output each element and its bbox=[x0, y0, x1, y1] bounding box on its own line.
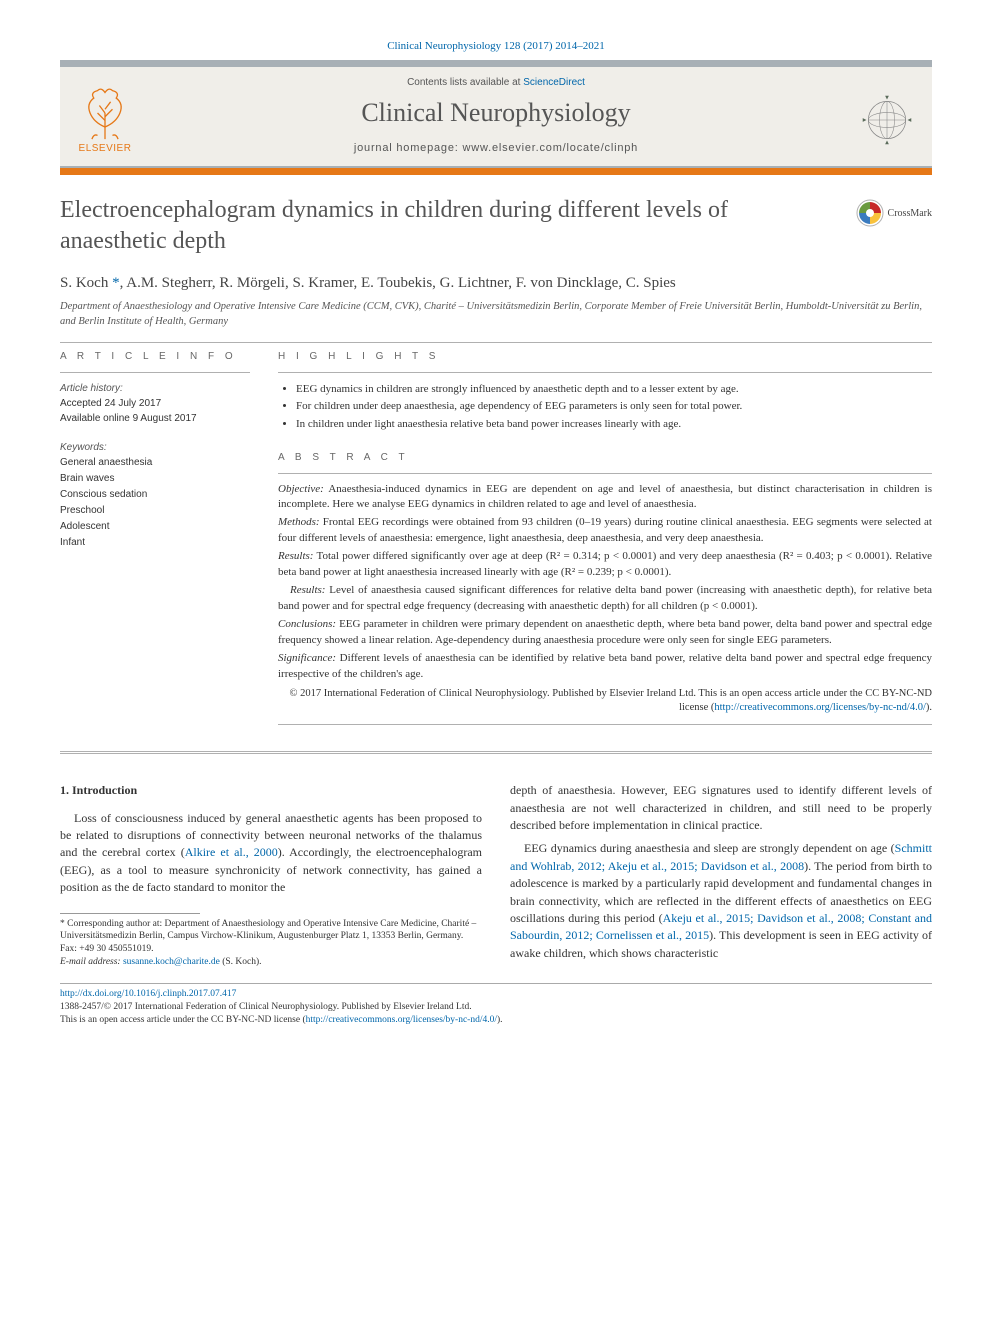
contents-available-line: Contents lists available at ScienceDirec… bbox=[160, 77, 832, 88]
masthead-center: Contents lists available at ScienceDirec… bbox=[150, 73, 842, 166]
author-list: S. Koch *, A.M. Stegherr, R. Mörgeli, S.… bbox=[60, 275, 932, 292]
abstract-rule bbox=[278, 473, 932, 474]
significance-text: Different levels of anaesthesia can be i… bbox=[278, 652, 932, 680]
copyright-close: ). bbox=[926, 702, 932, 713]
elsevier-tree-icon bbox=[77, 85, 133, 141]
article-history: Article history: Accepted 24 July 2017 A… bbox=[60, 381, 250, 426]
abstract-body: Objective: Anaesthesia-induced dynamics … bbox=[278, 482, 932, 717]
journal-masthead: ELSEVIER Contents lists available at Sci… bbox=[60, 67, 932, 168]
article-info-heading: A R T I C L E I N F O bbox=[60, 351, 250, 362]
online-date: Available online 9 August 2017 bbox=[60, 411, 250, 426]
citation-link[interactable]: Alkire et al., 2000 bbox=[185, 845, 278, 859]
methods-text: Frontal EEG recordings were obtained fro… bbox=[278, 516, 932, 544]
highlight-item: In children under light anaesthesia rela… bbox=[296, 416, 932, 434]
body-two-columns: 1. Introduction Loss of consciousness in… bbox=[60, 782, 932, 969]
intro-heading: 1. Introduction bbox=[60, 782, 482, 799]
left-column: 1. Introduction Loss of consciousness in… bbox=[60, 782, 482, 969]
keywords-block: Keywords: General anaesthesia Brain wave… bbox=[60, 440, 250, 551]
corr-email-link[interactable]: susanne.koch@charite.de bbox=[123, 957, 220, 967]
highlights-list: EEG dynamics in children are strongly in… bbox=[278, 381, 932, 434]
homepage-url[interactable]: www.elsevier.com/locate/clinph bbox=[462, 142, 638, 154]
journal-cover-thumbnail bbox=[842, 73, 932, 166]
ifcn-globe-icon bbox=[859, 92, 915, 148]
publisher-name: ELSEVIER bbox=[79, 143, 132, 154]
highlight-item: For children under deep anaesthesia, age… bbox=[296, 398, 932, 416]
homepage-prefix: journal homepage: bbox=[354, 142, 463, 154]
article-title: Electroencephalogram dynamics in childre… bbox=[60, 195, 840, 257]
authors-text: S. Koch *, A.M. Stegherr, R. Mörgeli, S.… bbox=[60, 275, 676, 291]
objective-text: Anaesthesia-induced dynamics in EEG are … bbox=[278, 483, 932, 511]
abstract-column: H I G H L I G H T S EEG dynamics in chil… bbox=[278, 351, 932, 733]
crossmark-widget[interactable]: CrossMark bbox=[856, 199, 932, 227]
page-footer: http://dx.doi.org/10.1016/j.clinph.2017.… bbox=[60, 984, 932, 1028]
info-abstract-row: A R T I C L E I N F O Article history: A… bbox=[60, 351, 932, 733]
significance-label: Significance: bbox=[278, 652, 336, 664]
contents-prefix: Contents lists available at bbox=[407, 77, 523, 88]
methods-label: Methods: bbox=[278, 516, 320, 528]
email-who: (S. Koch). bbox=[220, 957, 262, 967]
accepted-date: Accepted 24 July 2017 bbox=[60, 396, 250, 411]
abstract-bottom-rule bbox=[278, 724, 932, 725]
running-head-citation: Clinical Neurophysiology 128 (2017) 2014… bbox=[60, 40, 932, 52]
masthead-top-rule bbox=[60, 60, 932, 67]
email-label: E-mail address: bbox=[60, 957, 123, 967]
issn-copyright: 1388-2457/© 2017 International Federatio… bbox=[60, 1002, 472, 1012]
keyword: General anaesthesia bbox=[60, 455, 250, 471]
cc-license-link-footer[interactable]: http://creativecommons.org/licenses/by-n… bbox=[306, 1015, 497, 1025]
info-rule bbox=[60, 372, 250, 373]
keywords-label: Keywords: bbox=[60, 440, 250, 455]
masthead-orange-rule bbox=[60, 168, 932, 175]
results-text: Total power differed significantly over … bbox=[278, 550, 932, 578]
conclusions-label: Conclusions: bbox=[278, 618, 336, 630]
abstract-heading: A B S T R A C T bbox=[278, 452, 932, 463]
article-info-column: A R T I C L E I N F O Article history: A… bbox=[60, 351, 250, 733]
keywords-list: General anaesthesia Brain waves Consciou… bbox=[60, 455, 250, 551]
title-row: Electroencephalogram dynamics in childre… bbox=[60, 195, 932, 257]
open-access-line: This is an open access article under the… bbox=[60, 1015, 306, 1025]
crossmark-label: CrossMark bbox=[888, 208, 932, 219]
publisher-logo[interactable]: ELSEVIER bbox=[60, 73, 150, 166]
history-label: Article history: bbox=[60, 381, 250, 396]
intro-para-3: EEG dynamics during anaesthesia and slee… bbox=[510, 840, 932, 962]
results2-label: Results: bbox=[290, 584, 325, 596]
body-separator-rule bbox=[60, 751, 932, 754]
abstract-copyright: © 2017 International Federation of Clini… bbox=[278, 687, 932, 716]
section-rule bbox=[60, 342, 932, 343]
sciencedirect-link[interactable]: ScienceDirect bbox=[523, 77, 585, 88]
highlights-rule bbox=[278, 372, 932, 373]
oa-close: ). bbox=[497, 1015, 503, 1025]
keyword: Infant bbox=[60, 535, 250, 551]
cc-license-link[interactable]: http://creativecommons.org/licenses/by-n… bbox=[714, 702, 926, 713]
results-label: Results: bbox=[278, 550, 313, 562]
affiliation: Department of Anaesthesiology and Operat… bbox=[60, 300, 932, 329]
keyword: Preschool bbox=[60, 503, 250, 519]
corr-label: * Corresponding author at: bbox=[60, 919, 164, 929]
highlight-item: EEG dynamics in children are strongly in… bbox=[296, 381, 932, 399]
intro-para-2: depth of anaesthesia. However, EEG signa… bbox=[510, 782, 932, 834]
right-column: depth of anaesthesia. However, EEG signa… bbox=[510, 782, 932, 969]
article-page: Clinical Neurophysiology 128 (2017) 2014… bbox=[0, 0, 992, 1058]
footnote-rule bbox=[60, 913, 200, 914]
journal-homepage-line: journal homepage: www.elsevier.com/locat… bbox=[160, 142, 832, 154]
conclusions-text: EEG parameter in children were primary d… bbox=[278, 618, 932, 646]
objective-label: Objective: bbox=[278, 483, 324, 495]
corresponding-star-icon: * bbox=[108, 275, 119, 291]
corresponding-author-footnote: * Corresponding author at: Department of… bbox=[60, 918, 482, 969]
doi-link[interactable]: http://dx.doi.org/10.1016/j.clinph.2017.… bbox=[60, 989, 236, 999]
highlights-heading: H I G H L I G H T S bbox=[278, 351, 932, 362]
intro-para-1: Loss of consciousness induced by general… bbox=[60, 810, 482, 897]
crossmark-icon bbox=[856, 199, 884, 227]
keyword: Adolescent bbox=[60, 519, 250, 535]
keyword: Conscious sedation bbox=[60, 487, 250, 503]
keyword: Brain waves bbox=[60, 471, 250, 487]
results2-text: Level of anaesthesia caused significant … bbox=[278, 584, 932, 612]
journal-title: Clinical Neurophysiology bbox=[160, 98, 832, 128]
